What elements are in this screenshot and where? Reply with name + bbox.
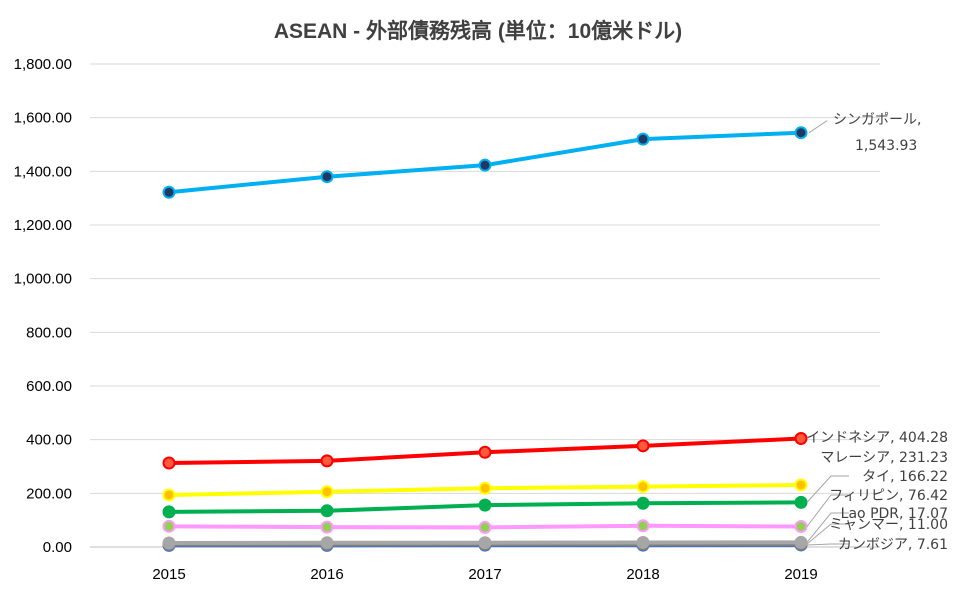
leader-line [806, 543, 849, 546]
data-point [320, 170, 334, 184]
leader-line [808, 120, 828, 134]
data-point [320, 536, 334, 550]
data-point [478, 445, 492, 459]
x-tick-label: 2018 [626, 566, 659, 583]
y-tick-label: 600.00 [26, 378, 72, 395]
data-point [320, 454, 334, 468]
data-label: ミャンマー, 11.00 [829, 517, 948, 533]
data-label: フィリピン, 76.42 [829, 488, 948, 504]
data-point [636, 480, 650, 494]
data-point [636, 496, 650, 510]
y-tick-label: 1,800.00 [14, 56, 72, 73]
y-tick-label: 1,400.00 [14, 163, 72, 180]
data-point [162, 519, 176, 533]
y-tick-label: 1,600.00 [14, 110, 72, 127]
data-point [162, 185, 176, 199]
data-point [794, 495, 808, 509]
data-point [636, 519, 650, 533]
leader-line [806, 523, 849, 545]
series-lines [162, 126, 808, 552]
data-point [478, 520, 492, 534]
data-point [478, 498, 492, 512]
leader-line [806, 475, 849, 503]
data-point [478, 536, 492, 550]
gridlines [90, 63, 880, 548]
data-label: カンボジア, 7.61 [838, 537, 948, 553]
data-point [162, 505, 176, 519]
leader-line [806, 512, 849, 543]
x-tick-label: 2016 [310, 566, 343, 583]
data-point [320, 520, 334, 534]
y-tick-label: 0.00 [43, 539, 72, 556]
data-label: インドネシア, 404.28 [806, 430, 948, 446]
data-point [162, 488, 176, 502]
data-point [478, 481, 492, 495]
y-tick-label: 1,200.00 [14, 217, 72, 234]
data-point [320, 504, 334, 518]
data-point [794, 519, 808, 533]
data-point [636, 132, 650, 146]
data-label: Lao PDR, 17.07 [841, 506, 948, 522]
data-point [320, 485, 334, 499]
data-point [162, 456, 176, 470]
x-tick-label: 2015 [152, 566, 185, 583]
x-tick-label: 2017 [468, 566, 501, 583]
data-label: シンガポール, [833, 112, 921, 128]
data-point [162, 536, 176, 550]
data-point [636, 535, 650, 549]
data-point [794, 126, 808, 140]
data-label: 1,543.93 [855, 138, 917, 154]
y-tick-label: 200.00 [26, 485, 72, 502]
data-point [478, 158, 492, 172]
y-tick-label: 800.00 [26, 324, 72, 341]
data-point [794, 478, 808, 492]
data-point [794, 535, 808, 549]
y-tick-label: 400.00 [26, 432, 72, 449]
data-label: マレーシア, 231.23 [820, 450, 948, 466]
data-point [794, 432, 808, 446]
data-point [636, 439, 650, 453]
axes: 0.00 200.00 400.00 600.00 800.00 1,000.00 1,20… [14, 56, 880, 583]
chart-title: ASEAN - 外部債務残高 (単位：10億米ドル) [274, 19, 682, 43]
data-label: タイ, 166.22 [862, 469, 948, 485]
leader-line [806, 494, 849, 527]
data-labels: シンガポール, 1,543.93 インドネシア, 404.28 マレーシア, 231.… [806, 112, 948, 553]
y-tick-label: 1,000.00 [14, 271, 72, 288]
x-tick-label: 2019 [784, 566, 817, 583]
